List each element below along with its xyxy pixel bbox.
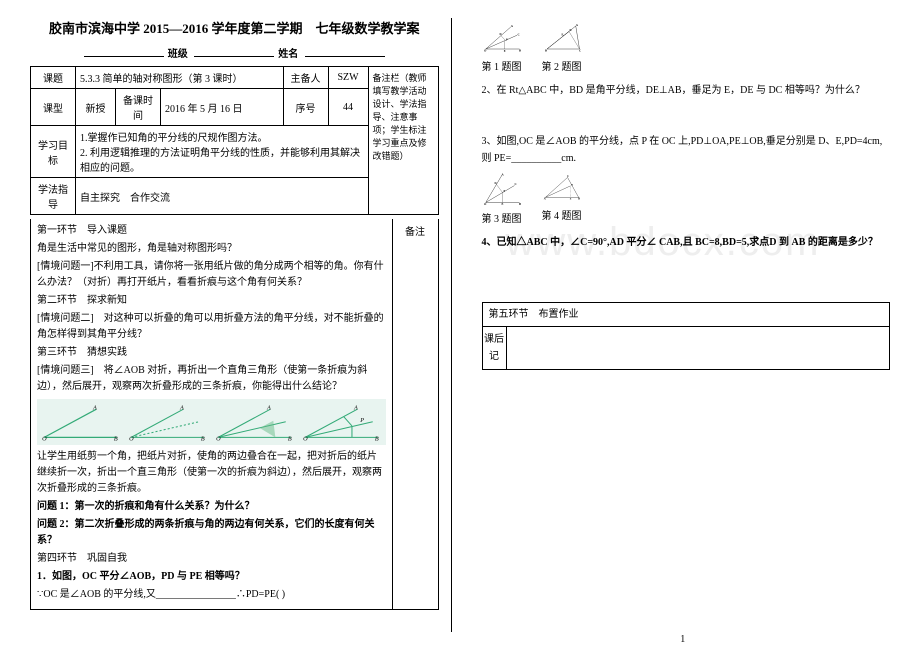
svg-text:P: P [506,38,508,41]
remarks-column: 备注 [393,219,438,609]
fig2-caption: 第 2 题图 [542,59,582,76]
name-blank [194,56,274,57]
page-number: 1 [680,631,685,648]
s2-q2: [情境问题二] 对这种可以折叠的角可以用折叠方法的角平分线，对不能折叠的角怎样得… [37,311,386,343]
cell-topic: 5.3.3 简单的轴对称图形（第 3 课时） [76,67,284,89]
cell-author-label: 主备人 [283,67,328,89]
cell-seq: 44 [328,89,368,126]
student-info-line: 班级 姓名 [30,45,439,60]
svg-text:O: O [42,435,47,442]
svg-text:A: A [501,173,504,177]
section5-title: 第五环节 布置作业 [483,303,890,327]
svg-text:C: C [514,182,516,186]
s4-q1: 1．如图，OC 平分∠AOB，PD 与 PE 相等吗？ [37,569,386,585]
cell-date: 2016 年 5 月 16 日 [161,89,284,126]
header-table: 课题 5.3.3 简单的轴对称图形（第 3 课时） 主备人 SZW 备注栏（教师… [30,66,439,215]
s1-line1: 角是生活中常见的图形，角是轴对称图形吗？ [37,241,386,257]
cell-seq-label: 序号 [283,89,328,126]
s3-desc: 让学生用纸剪一个角，把纸片对折，使角的两边叠合在一起，把对折后的纸片继续折一次，… [37,449,386,497]
fold-fig-4: O B PA [300,401,383,443]
svg-text:B: B [545,49,547,53]
svg-text:O: O [216,435,221,442]
svg-text:C: C [579,49,581,53]
cell-goals: 1.掌握作已知角的平分线的尺规作图方法。 2. 利用逻辑推理的方法证明角平分线的… [76,126,369,178]
svg-text:E: E [503,50,505,53]
page-title: 胶南市滨海中学 2015—2016 学年度第二学期 七年级数学教学案 [30,18,439,37]
section3-title: 第三环节 猜想实践 [37,345,386,361]
svg-text:B: B [578,197,580,200]
svg-text:B: B [375,435,379,442]
svg-text:B: B [519,202,521,206]
svg-text:A: A [266,404,271,411]
svg-text:E: E [569,197,571,200]
fig1-caption: 第 1 题图 [482,59,522,76]
q3-text: 3、如图,OC 是∠AOB 的平分线，点 P 在 OC 上,PD⊥OA,PE⊥O… [482,133,891,167]
svg-text:B: B [288,435,292,442]
s4-ans: ∵OC 是∠AOB 的平分线,又________________∴PD=PE( … [37,587,386,603]
svg-text:A: A [353,404,358,411]
svg-text:C: C [567,175,569,178]
class-blank [84,56,164,57]
svg-text:D: D [499,33,501,36]
svg-text:P: P [360,417,365,424]
s3-q3: [情境问题三] 将∠AOB 对折，再折出一个直角三角形（使第一条折痕为斜边），然… [37,363,386,395]
cell-type-label: 课型 [31,89,76,126]
svg-text:D: D [569,29,571,32]
section1-title: 第一环节 导入课题 [37,223,386,239]
svg-text:A: A [510,24,513,28]
svg-text:O: O [303,435,308,442]
fig4-caption: 第 4 题图 [542,208,582,225]
cell-goals-label: 学习目标 [31,126,76,178]
svg-text:P: P [503,190,505,193]
section4-title: 第四环节 巩固自我 [37,551,386,567]
cell-type: 新授 [76,89,116,126]
svg-text:A: A [575,24,578,27]
q2-text: 2、在 Rt△ABC 中，BD 是角平分线，DE⊥AB，垂足为 E，DE 与 D… [482,82,891,99]
section2-title: 第二环节 探求新知 [37,293,386,309]
cell-author: SZW [328,67,368,89]
svg-text:E: E [501,203,503,206]
svg-text:D: D [571,183,573,186]
main-content: 第一环节 导入课题 角是生活中常见的图形，角是轴对称图形吗？ [情境问题一]不利… [30,219,439,610]
svg-text:E: E [561,34,563,37]
fold-fig-2: O B A [126,401,209,443]
cell-topic-label: 课题 [31,67,76,89]
svg-text:C: C [517,32,519,36]
footer-label: 课后记 [483,327,507,369]
footer-note: 课后记 [482,327,891,370]
figure-4: A B C D E 第 4 题图 [542,173,582,229]
q4-text: 4、已知△ABC 中，∠C=90°,AD 平分∠ CAB,且 BC=8,BD=5… [482,234,891,251]
svg-text:B: B [201,435,205,442]
cell-method-label: 学法指导 [31,178,76,215]
svg-text:D: D [494,182,496,185]
fig3-caption: 第 3 题图 [482,211,522,228]
figure-2: B C A E D 第 2 题图 [542,24,582,76]
s3-p1: 问题 1：第一次的折痕和角有什么关系？为什么？ [37,499,386,515]
figure-3: OBACDPE 第 3 题图 [482,173,522,229]
foldings-figure-row: OBA OBA OBA OBPA [37,399,386,445]
name-blank-2 [305,56,385,57]
s1-q1: [情境问题一]不利用工具，请你将一张用纸片做的角分成两个相等的角。你有什么办法？… [37,259,386,291]
svg-text:A: A [543,197,545,200]
right-column: www.bdocx.com OABCDPE 第 1 题图 BCAED 第 2 题… [476,18,891,632]
side-note: 备注栏（教师填写教学活动设计、学法指导、注意事项；学生标注学习重点及修改错题） [368,67,438,215]
fold-fig-3: O B A [213,401,296,443]
fold-fig-1: O B A [39,401,122,443]
content-body: 第一环节 导入课题 角是生活中常见的图形，角是轴对称图形吗？ [情境问题一]不利… [31,219,393,609]
svg-text:O: O [129,435,134,442]
svg-text:A: A [92,404,97,411]
s3-p2: 问题 2：第二次折叠形成的两条折痕与角的两边有何关系，它们的长度有何关系？ [37,517,386,549]
svg-text:B: B [519,49,521,53]
svg-text:A: A [179,404,184,411]
cell-date-label: 备课时间 [116,89,161,126]
svg-text:B: B [114,435,118,442]
figure-1: OABCDPE 第 1 题图 [482,24,522,76]
cell-method: 自主探究 合作交流 [76,178,369,215]
